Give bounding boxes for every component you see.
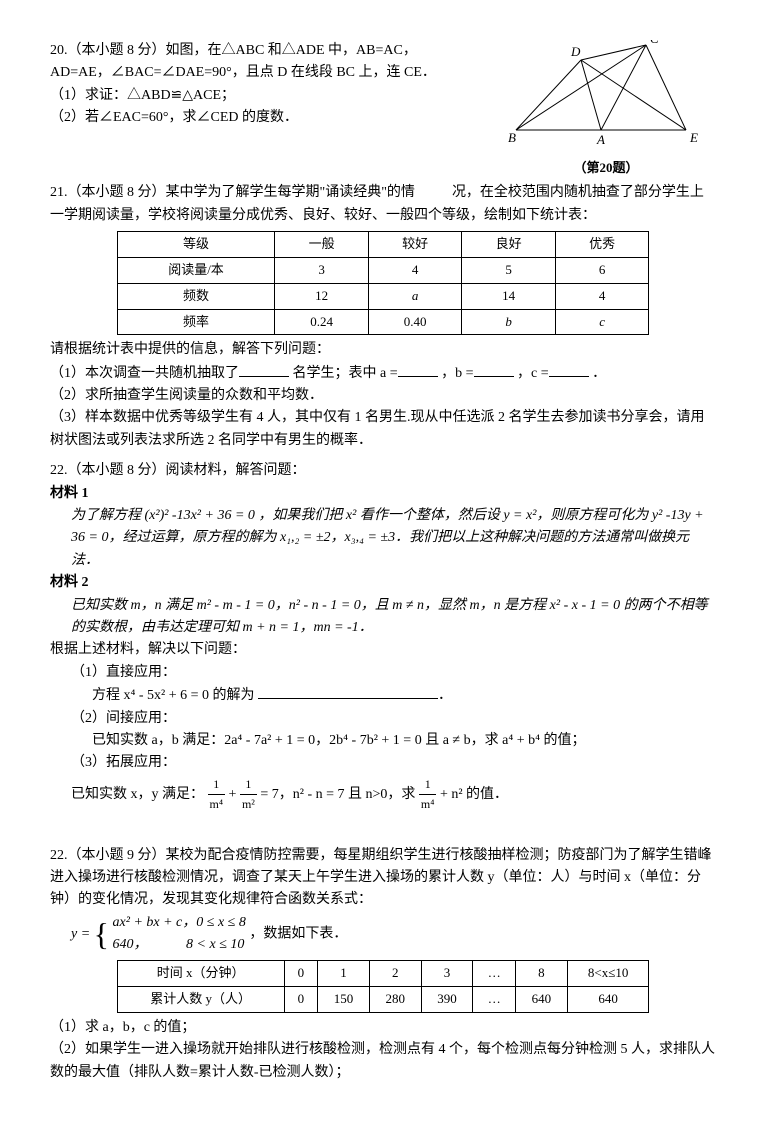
svg-text:A: A [596, 132, 605, 147]
material2-body: 已知实数 m，n 满足 m² - m - 1 = 0，n² - n - 1 = … [50, 595, 716, 640]
q22b-part2: （2）如果学生一进入操场就开始排队进行核酸检测，检测点有 4 个，每个检测点每分… [50, 1039, 716, 1084]
q20-part1: （1）求证：△ABD≌△ACE； [50, 85, 470, 107]
q22a-solve-header: 根据上述材料，解决以下问题： [50, 639, 716, 661]
mat1-expr: (x²)² -13x² + 36 = 0 [145, 508, 255, 523]
p3-b: = 7，n² - n = 7 且 n>0，求 [260, 787, 419, 802]
piecewise-row1: ax² + bx + c，0 ≤ x ≤ 8 [113, 912, 246, 934]
svg-text:E: E [689, 130, 698, 145]
q22a-p3-label: （3）拓展应用： [50, 752, 716, 774]
blank-solution [258, 684, 438, 699]
q22a-p1-label: （1）直接应用： [50, 662, 716, 684]
q20-text: 20.（本小题 8 分）如图，在△ABC 和△ADE 中，AB=AC，AD=AE… [50, 40, 470, 130]
blank-c [549, 362, 589, 377]
plus1: + [229, 787, 240, 802]
q22a-p2-label: （2）间接应用： [50, 708, 716, 730]
question-22b: 22.（本小题 9 分）某校为配合疫情防控需要，每星期组织学生进行核酸抽样检测；… [50, 845, 716, 1085]
q22b-header: 22.（本小题 9 分）某校为配合疫情防控需要，每星期组织学生进行核酸抽样检测；… [50, 845, 716, 912]
q21-part1: （1）本次调查一共随机抽取了 名学生；表中 a = ，b = ，c = ． [50, 362, 716, 385]
piecewise-row2: 640， 8 < x ≤ 10 [113, 934, 246, 956]
q20-header: 20.（本小题 8 分）如图，在△ABC 和△ADE 中，AB=AC，AD=AE… [50, 40, 470, 85]
q21-p1-a: （1）本次调查一共随机抽取了 [50, 366, 239, 381]
p3-a: 已知实数 x，y 满足： [71, 787, 204, 802]
blank-a [398, 362, 438, 377]
frac1-den: m⁴ [208, 795, 226, 814]
q22a-p1-text: 方程 x⁴ - 5x² + 6 = 0 的解为 [92, 688, 255, 703]
frac2-den: m² [240, 795, 257, 814]
q21-p1-e: ． [592, 366, 606, 381]
blank-b [474, 362, 514, 377]
q22a-header: 22.（本小题 8 分）阅读材料，解答问题： [50, 460, 716, 482]
q22a-p1-body: 方程 x⁴ - 5x² + 6 = 0 的解为 ． [50, 684, 716, 707]
q21-p1-d: ，c = [517, 366, 549, 381]
brace-icon: { [94, 918, 109, 950]
q22b-data-table: 时间 x（分钟）0123…88<x≤10累计人数 y（人）0150280390…… [117, 960, 650, 1013]
frac1-num: 1 [208, 775, 226, 795]
q20-caption: （第20题） [506, 158, 706, 179]
triangle-diagram: B A E D C [506, 40, 706, 150]
question-22a: 22.（本小题 8 分）阅读材料，解答问题： 材料 1 为了解方程 (x²)² … [50, 460, 716, 814]
q21-p1-c: ，b = [441, 366, 473, 381]
q21-post-table: 请根据统计表中提供的信息，解答下列问题： [50, 339, 716, 361]
q21-header-a: 21.（本小题 8 分）某中学为了解学生每学期"诵读经典"的情 [50, 185, 415, 200]
q21-p1-b: 名学生；表中 a = [293, 366, 398, 381]
frac3-num: 1 [419, 775, 437, 795]
q21-stats-table: 等级一般较好良好优秀阅读量/本3456频数12a144频率0.240.40bc [117, 231, 650, 335]
q20-part2: （2）若∠EAC=60°，求∠CED 的度数． [50, 107, 470, 129]
frac-1-m4: 1m⁴ [208, 775, 226, 814]
piecewise-function: y = { ax² + bx + c，0 ≤ x ≤ 8 640， 8 < x … [50, 912, 716, 957]
mat1-a: 为了解方程 [71, 508, 141, 523]
material2-title: 材料 2 [50, 572, 716, 594]
q22a-p3-body: 已知实数 x，y 满足： 1m⁴ + 1m² = 7，n² - n = 7 且 … [50, 775, 716, 814]
post-piecewise: ，数据如下表． [249, 926, 347, 941]
svg-text:D: D [570, 44, 581, 59]
question-20: 20.（本小题 8 分）如图，在△ABC 和△ADE 中，AB=AC，AD=AE… [50, 40, 716, 130]
frac-1-m2: 1m² [240, 775, 257, 814]
question-21: 21.（本小题 8 分）某中学为了解学生每学期"诵读经典"的情 况，在全校范围内… [50, 182, 716, 452]
frac2-num: 1 [240, 775, 257, 795]
svg-text:C: C [650, 40, 659, 46]
frac3-den: m⁴ [419, 795, 437, 814]
q21-part3: （3）样本数据中优秀等级学生有 4 人，其中仅有 1 名男生.现从中任选派 2 … [50, 407, 716, 452]
material1-title: 材料 1 [50, 483, 716, 505]
q22b-part1: （1）求 a，b，c 的值； [50, 1017, 716, 1039]
q22a-p2-body: 已知实数 a，b 满足：2a⁴ - 7a² + 1 = 0，2b⁴ - 7b² … [50, 730, 716, 752]
q21-part2: （2）求所抽查学生阅读量的众数和平均数． [50, 385, 716, 407]
material1-body: 为了解方程 (x²)² -13x² + 36 = 0 ，如果我们把 x² 看作一… [50, 505, 716, 572]
frac-1-m4b: 1m⁴ [419, 775, 437, 814]
blank-students [239, 362, 289, 377]
q20-figure: B A E D C （第20题） [506, 40, 706, 179]
p3-c: + n² 的值． [440, 787, 508, 802]
svg-text:B: B [508, 130, 516, 145]
